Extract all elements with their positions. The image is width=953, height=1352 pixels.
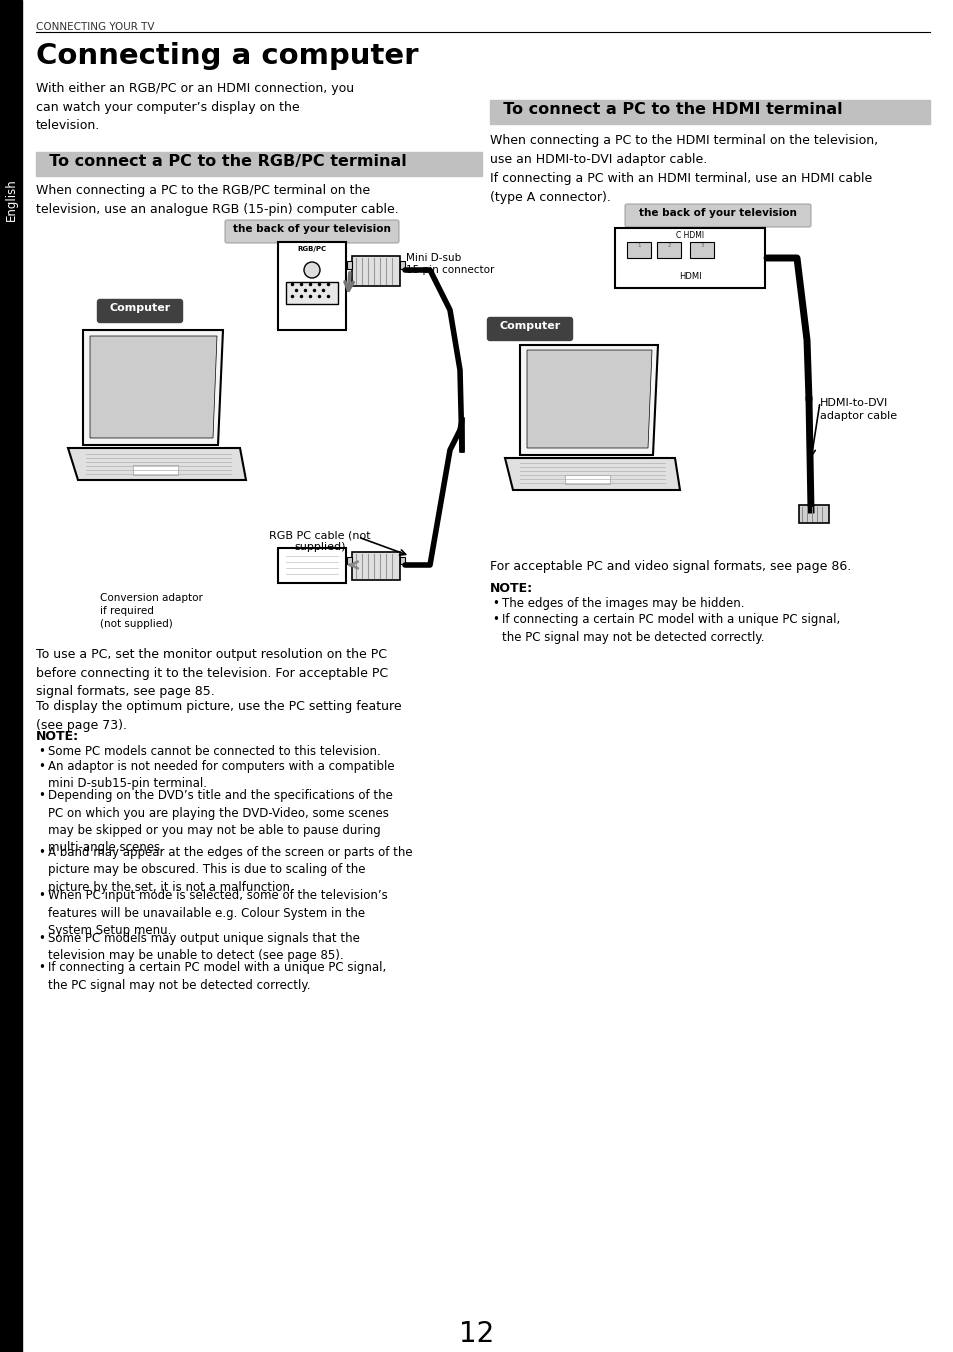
Text: With either an RGB/PC or an HDMI connection, you
can watch your computer’s displ: With either an RGB/PC or an HDMI connect…: [36, 82, 354, 132]
Polygon shape: [90, 337, 216, 438]
Bar: [799, 506, 828, 523]
Bar: [286, 283, 337, 304]
Bar: [352, 256, 399, 287]
Polygon shape: [526, 350, 651, 448]
FancyBboxPatch shape: [487, 318, 572, 341]
Text: •: •: [38, 846, 45, 859]
Text: 3: 3: [700, 243, 703, 247]
Text: 2: 2: [666, 243, 670, 247]
Text: English: English: [5, 178, 17, 222]
Bar: [277, 242, 346, 330]
Text: Some PC models cannot be connected to this television.: Some PC models cannot be connected to th…: [48, 745, 380, 758]
Text: Conversion adaptor
if required
(not supplied): Conversion adaptor if required (not supp…: [100, 594, 203, 630]
Text: A band may appear at the edges of the screen or parts of the
picture may be obsc: A band may appear at the edges of the sc…: [48, 846, 413, 894]
Text: 1: 1: [637, 243, 640, 247]
Text: C HDMI: C HDMI: [676, 231, 703, 241]
Text: If connecting a certain PC model with a unique PC signal,
the PC signal may not : If connecting a certain PC model with a …: [48, 961, 386, 991]
Text: the back of your television: the back of your television: [233, 224, 391, 234]
Text: Some PC models may output unique signals that the
television may be unable to de: Some PC models may output unique signals…: [48, 932, 359, 963]
Text: To use a PC, set the monitor output resolution on the PC
before connecting it to: To use a PC, set the monitor output reso…: [36, 648, 388, 698]
Text: If connecting a certain PC model with a unique PC signal,
the PC signal may not : If connecting a certain PC model with a …: [501, 612, 840, 644]
Text: Computer: Computer: [110, 303, 171, 314]
Bar: [277, 548, 346, 583]
Text: Computer: Computer: [498, 320, 560, 331]
Polygon shape: [504, 458, 679, 489]
Text: An adaptor is not needed for computers with a compatible
mini D-sub15-pin termin: An adaptor is not needed for computers w…: [48, 760, 395, 791]
Text: •: •: [492, 598, 498, 610]
Text: HDMI-to-DVI
adaptor cable: HDMI-to-DVI adaptor cable: [820, 397, 896, 422]
Text: To connect a PC to the RGB/PC terminal: To connect a PC to the RGB/PC terminal: [38, 154, 406, 169]
Text: When connecting a PC to the RGB/PC terminal on the
television, use an analogue R: When connecting a PC to the RGB/PC termi…: [36, 184, 398, 215]
Text: 12: 12: [459, 1320, 494, 1348]
Text: •: •: [38, 790, 45, 802]
Text: Mini D-sub
15 pin connector: Mini D-sub 15 pin connector: [406, 253, 494, 274]
Bar: [399, 557, 405, 564]
Bar: [490, 100, 929, 124]
Bar: [36, 151, 481, 176]
Text: •: •: [38, 890, 45, 902]
Text: •: •: [38, 932, 45, 945]
Text: For acceptable PC and video signal formats, see page 86.: For acceptable PC and video signal forma…: [490, 560, 850, 573]
Text: RGB PC cable (not
supplied): RGB PC cable (not supplied): [269, 530, 371, 552]
Text: Depending on the DVD’s title and the specifications of the
PC on which you are p: Depending on the DVD’s title and the spe…: [48, 790, 393, 854]
Text: To connect a PC to the HDMI terminal: To connect a PC to the HDMI terminal: [492, 101, 841, 118]
Bar: [347, 261, 352, 269]
Text: the back of your television: the back of your television: [639, 208, 796, 218]
Bar: [615, 228, 764, 288]
Bar: [689, 242, 713, 258]
Text: To display the optimum picture, use the PC setting feature
(see page 73).: To display the optimum picture, use the …: [36, 700, 401, 731]
Bar: [352, 552, 399, 580]
Text: When PC input mode is selected, some of the television’s
features will be unavai: When PC input mode is selected, some of …: [48, 890, 387, 937]
Text: NOTE:: NOTE:: [490, 581, 533, 595]
Text: The edges of the images may be hidden.: The edges of the images may be hidden.: [501, 598, 743, 610]
Bar: [132, 465, 178, 475]
Polygon shape: [519, 345, 658, 456]
Bar: [657, 242, 680, 258]
Text: When connecting a PC to the HDMI terminal on the television,
use an HDMI-to-DVI : When connecting a PC to the HDMI termina…: [490, 134, 877, 165]
Text: •: •: [38, 760, 45, 773]
Text: RGB/PC: RGB/PC: [297, 246, 326, 251]
FancyBboxPatch shape: [225, 220, 398, 243]
Text: CONNECTING YOUR TV: CONNECTING YOUR TV: [36, 22, 154, 32]
FancyBboxPatch shape: [97, 300, 182, 323]
Bar: [0, 0, 22, 1352]
Text: If connecting a PC with an HDMI terminal, use an HDMI cable
(type A connector).: If connecting a PC with an HDMI terminal…: [490, 172, 871, 204]
Bar: [347, 557, 352, 564]
Text: •: •: [492, 612, 498, 626]
Text: •: •: [38, 745, 45, 758]
Text: •: •: [38, 961, 45, 973]
Text: Connecting a computer: Connecting a computer: [36, 42, 418, 70]
Bar: [399, 261, 405, 269]
Polygon shape: [83, 330, 223, 445]
Circle shape: [304, 262, 319, 279]
FancyBboxPatch shape: [624, 204, 810, 227]
Polygon shape: [68, 448, 246, 480]
Text: HDMI: HDMI: [678, 272, 700, 281]
Bar: [564, 475, 609, 484]
Text: NOTE:: NOTE:: [36, 730, 79, 744]
Bar: [626, 242, 650, 258]
Bar: [227, 222, 396, 241]
